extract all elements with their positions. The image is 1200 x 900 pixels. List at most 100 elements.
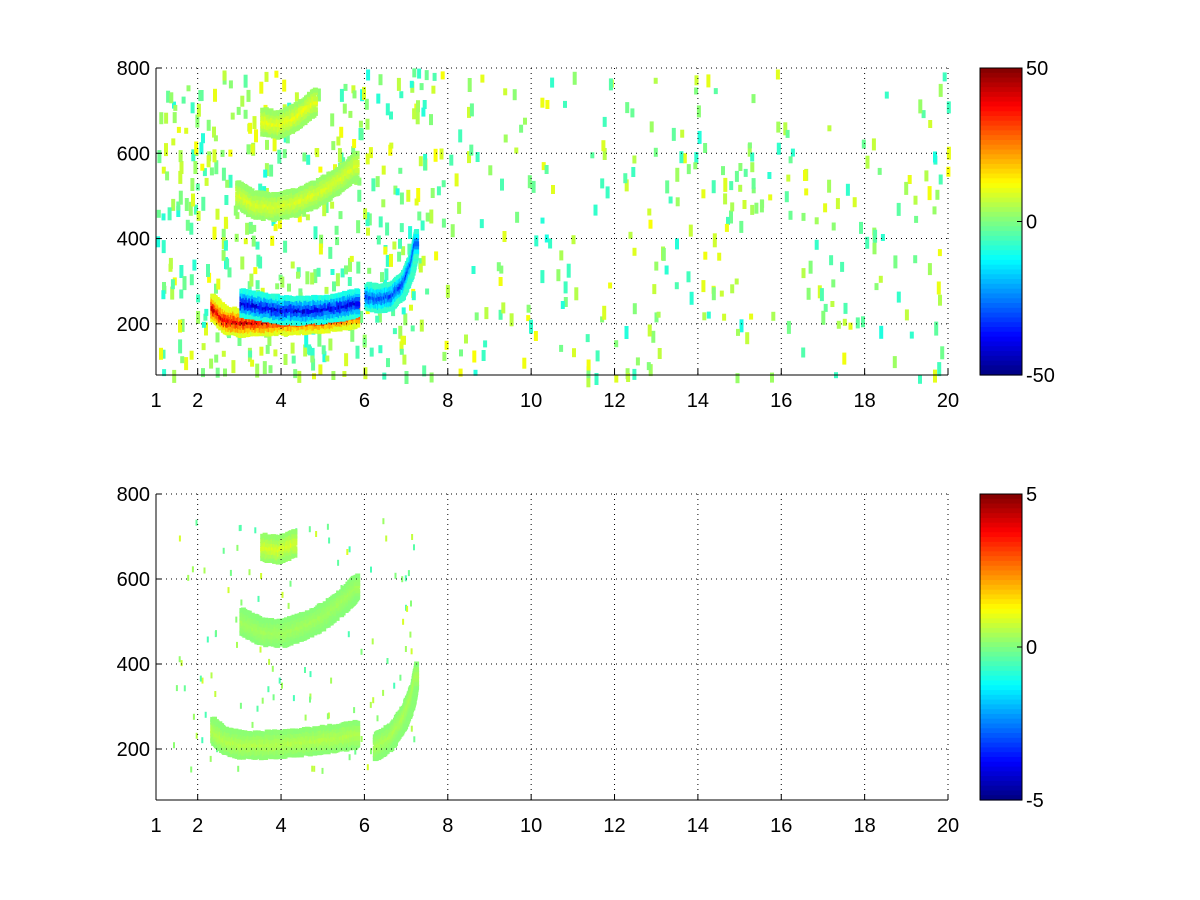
heatmap-cell — [189, 222, 194, 235]
heatmap-cell — [441, 218, 446, 228]
heatmap-cell — [656, 311, 661, 318]
heatmap-cell — [540, 97, 545, 108]
heatmap-cell — [409, 304, 413, 311]
heatmap-cell — [401, 294, 406, 300]
heatmap-cell — [503, 88, 508, 96]
heatmap-cell — [212, 126, 216, 138]
heatmap-cell — [161, 213, 166, 221]
heatmap-cell — [255, 280, 260, 290]
heatmap-cell — [347, 631, 350, 638]
heatmap-cell — [178, 535, 181, 542]
heatmap-cell — [836, 320, 841, 329]
heatmap-cell — [190, 102, 195, 114]
heatmap-cell — [572, 71, 577, 85]
heatmap-cell — [204, 711, 207, 718]
heatmap-cell — [161, 349, 166, 359]
heatmap-cell — [937, 362, 942, 377]
heatmap-cell — [312, 90, 318, 96]
heatmap-cell — [786, 320, 791, 334]
heatmap-cell — [385, 222, 390, 236]
heatmap-cell — [399, 341, 404, 352]
heatmap-cell — [216, 278, 221, 290]
heatmap-cell — [566, 263, 571, 278]
heatmap-cell — [318, 166, 323, 173]
heatmap-cell — [418, 156, 423, 167]
heatmap-cell — [907, 175, 912, 184]
heatmap-cell — [293, 369, 298, 379]
heatmap-cell — [409, 631, 412, 638]
heatmap-cell — [246, 144, 251, 155]
x-tick-label: 20 — [937, 390, 959, 412]
heatmap-cell — [442, 351, 447, 361]
heatmap-cell — [348, 110, 353, 118]
heatmap-cell — [381, 165, 386, 175]
colorbar-band — [980, 207, 1022, 213]
heatmap-cell — [861, 316, 865, 328]
heatmap-cell — [277, 217, 282, 229]
colorbar-band — [980, 101, 1022, 107]
heatmap-cell — [498, 277, 503, 286]
heatmap-cell — [878, 275, 883, 283]
colorbar-band — [980, 173, 1022, 179]
heatmap-cell — [702, 312, 707, 321]
heatmap-cell — [161, 240, 166, 254]
heatmap-cell — [309, 696, 311, 703]
colorbar-band — [980, 72, 1022, 79]
heatmap-cell — [706, 311, 711, 319]
heatmap-cell — [697, 130, 702, 144]
heatmap-cell — [287, 283, 291, 292]
heatmap-cell — [404, 287, 410, 293]
heatmap-cell — [835, 198, 840, 210]
heatmap-cell — [635, 357, 640, 366]
heatmap-cell — [161, 166, 166, 174]
heatmap-cell — [432, 72, 437, 81]
heatmap-cell — [273, 349, 278, 357]
heatmap-cell — [717, 252, 722, 261]
heatmap-cell — [751, 94, 756, 104]
heatmap-cell — [803, 170, 807, 181]
heatmap-cell — [871, 138, 876, 151]
heatmap-cell — [255, 241, 260, 250]
heatmap-cell — [178, 656, 181, 663]
heatmap-cell — [159, 112, 164, 125]
heatmap-cell — [770, 372, 774, 383]
heatmap-cell — [724, 223, 729, 232]
heatmap-cell — [668, 196, 673, 204]
heatmap-cell — [191, 193, 195, 207]
colorbar-band — [980, 341, 1022, 347]
heatmap-cell — [321, 767, 324, 774]
heatmap-cell — [178, 339, 183, 354]
heatmap-cell — [206, 264, 210, 277]
colorbar-tick-label: -50 — [1026, 365, 1055, 387]
colorbar-band — [980, 130, 1022, 136]
heatmap-cell — [414, 667, 420, 673]
heatmap-cell — [328, 338, 333, 351]
heatmap-cell — [563, 281, 568, 294]
heatmap-cell — [348, 754, 351, 761]
heatmap-cell — [913, 255, 918, 264]
heatmap-cell — [214, 160, 219, 175]
heatmap-cell — [938, 83, 943, 97]
heatmap-cell — [265, 344, 270, 354]
heatmap-cell — [914, 215, 919, 223]
heatmap-cell — [842, 318, 847, 326]
heatmap-cell — [342, 103, 347, 114]
heatmap-cell — [527, 175, 532, 189]
heatmap-cell — [236, 641, 238, 648]
heatmap-cell — [776, 121, 781, 133]
heatmap-cell — [318, 243, 323, 255]
heatmap-cell — [268, 658, 271, 665]
heatmap-cell — [190, 178, 195, 191]
heatmap-cell — [385, 103, 390, 116]
colorbar-band — [980, 288, 1022, 295]
colorbar-band — [980, 211, 1022, 218]
heatmap-cell — [628, 231, 633, 239]
heatmap-cell — [414, 670, 420, 676]
heatmap-cell — [464, 334, 468, 344]
heatmap-cell — [892, 356, 897, 369]
heatmap-cell — [204, 177, 209, 186]
heatmap-cell — [423, 153, 428, 160]
heatmap-cell — [191, 566, 194, 573]
heatmap-cell — [614, 340, 619, 348]
